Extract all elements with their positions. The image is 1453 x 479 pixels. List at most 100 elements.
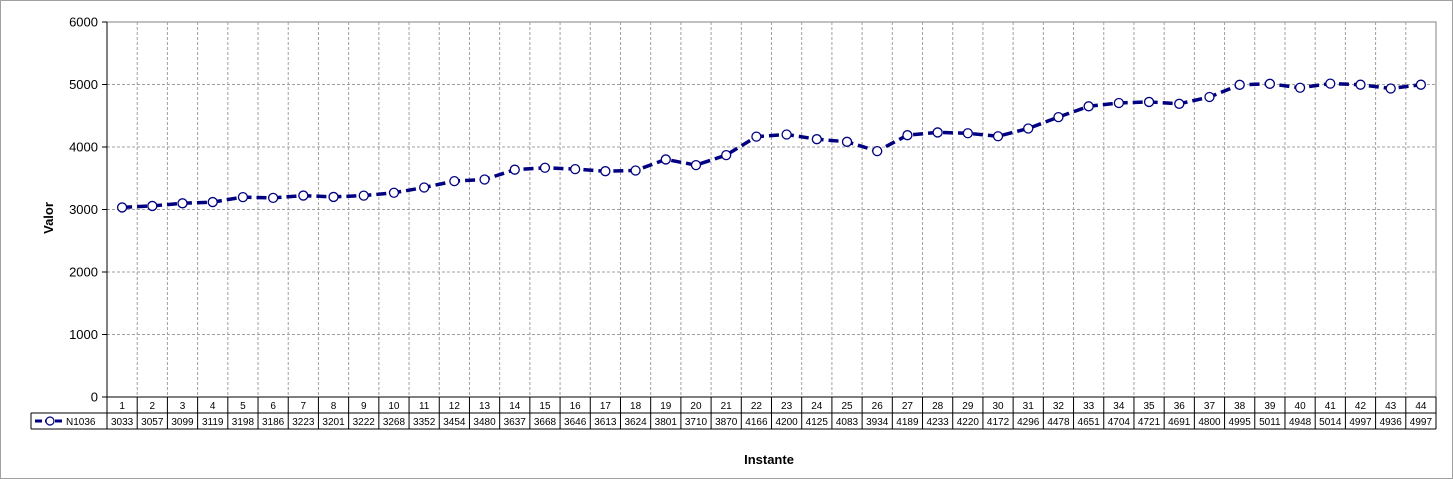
data-point [1294, 82, 1306, 93]
data-point [1113, 97, 1125, 109]
data-label: 4478 [1047, 417, 1070, 428]
category-label: 27 [902, 401, 914, 412]
category-label: 25 [841, 401, 853, 412]
data-label: 5011 [1259, 417, 1281, 428]
category-label: 13 [479, 401, 491, 412]
data-point [1355, 79, 1366, 90]
category-label: 8 [331, 401, 337, 412]
data-table: 1 2 3 4 5 6 7 8 9 10 11 12 13 14 15 16 17 18 19 20 21 22 23 24 2… [30, 396, 1437, 430]
data-point [690, 159, 702, 171]
data-point [539, 162, 551, 173]
y-tick-label: 0 [91, 390, 98, 405]
data-label: 3268 [383, 417, 406, 428]
category-label: 17 [600, 401, 612, 412]
data-point [811, 134, 822, 145]
data-label: 3222 [353, 417, 376, 428]
data-point [1143, 96, 1155, 108]
data-label: 3198 [232, 417, 255, 428]
category-label: 29 [962, 401, 974, 412]
category-label: 22 [751, 401, 763, 412]
y-tick-label: 1000 [69, 327, 98, 342]
y-axis-ticks: 0 1000 2000 3000 4000 5000 6000 [69, 15, 108, 405]
data-label: 3480 [473, 417, 496, 428]
data-label: 4220 [957, 417, 980, 428]
data-label: 3613 [594, 417, 617, 428]
category-label: 41 [1325, 401, 1337, 412]
data-point [660, 154, 671, 165]
category-label: 9 [361, 401, 367, 412]
data-point [207, 196, 218, 208]
data-point [932, 127, 943, 138]
y-tick-label: 6000 [69, 15, 98, 30]
data-point [600, 166, 611, 177]
data-label: 4233 [927, 417, 950, 428]
data-label: 4189 [896, 417, 919, 428]
category-label: 5 [240, 401, 246, 412]
y-tick-label: 5000 [69, 77, 98, 92]
category-label: 2 [150, 401, 156, 412]
data-label: 3223 [292, 417, 315, 428]
category-label: 28 [932, 401, 944, 412]
data-point [509, 164, 520, 175]
category-label: 21 [721, 401, 733, 412]
category-label: 16 [570, 401, 582, 412]
data-label: 4651 [1078, 417, 1101, 428]
category-label: 32 [1053, 401, 1065, 412]
category-label: 12 [449, 401, 461, 412]
data-point [1174, 98, 1185, 109]
data-label: 3454 [443, 417, 466, 428]
category-label: 33 [1083, 401, 1095, 412]
category-label: 10 [388, 401, 400, 412]
category-label: 7 [301, 401, 307, 412]
data-point [630, 165, 641, 176]
category-label: 14 [509, 401, 521, 412]
y-axis-title: Valor [41, 202, 56, 234]
data-point [721, 149, 732, 161]
data-label: 3201 [322, 417, 345, 428]
category-label: 6 [270, 401, 276, 412]
category-label: 15 [539, 401, 551, 412]
category-label: 35 [1143, 401, 1155, 412]
data-label: 3119 [202, 417, 224, 428]
data-label: 3352 [413, 417, 436, 428]
series-layer [116, 78, 1427, 213]
data-label: 4296 [1017, 417, 1040, 428]
data-label: 4200 [775, 417, 798, 428]
data-point [298, 190, 309, 201]
data-label: 4704 [1108, 417, 1131, 428]
data-label: 4948 [1289, 417, 1312, 428]
category-label: 40 [1295, 401, 1307, 412]
category-label: 26 [872, 401, 884, 412]
category-label: 36 [1174, 401, 1186, 412]
data-point [116, 202, 128, 213]
category-label: 11 [419, 401, 430, 412]
data-point [1204, 91, 1215, 103]
data-label: 4997 [1410, 417, 1433, 428]
legend-label: N1036 [66, 417, 96, 428]
data-point [992, 131, 1004, 142]
data-point [147, 200, 158, 212]
data-point [328, 191, 339, 203]
data-label: 3646 [564, 417, 587, 428]
data-label: 4995 [1229, 417, 1252, 428]
data-point [962, 128, 973, 139]
category-label: 20 [690, 401, 702, 412]
data-point [237, 191, 249, 203]
data-point [1264, 78, 1276, 89]
gridlines [106, 21, 1437, 398]
data-label: 5014 [1319, 417, 1342, 428]
x-axis-title: Instante [744, 452, 794, 467]
data-label: 3057 [141, 417, 164, 428]
data-point [902, 130, 913, 141]
data-label: 4125 [806, 417, 829, 428]
data-label: 4172 [987, 417, 1010, 428]
data-point [358, 190, 369, 201]
category-label: 34 [1113, 401, 1125, 412]
data-label: 4166 [745, 417, 768, 428]
y-tick-label: 4000 [69, 140, 98, 155]
data-label: 3186 [262, 417, 285, 428]
data-point [479, 174, 490, 185]
category-label: 31 [1023, 401, 1035, 412]
category-label: 23 [781, 401, 793, 412]
